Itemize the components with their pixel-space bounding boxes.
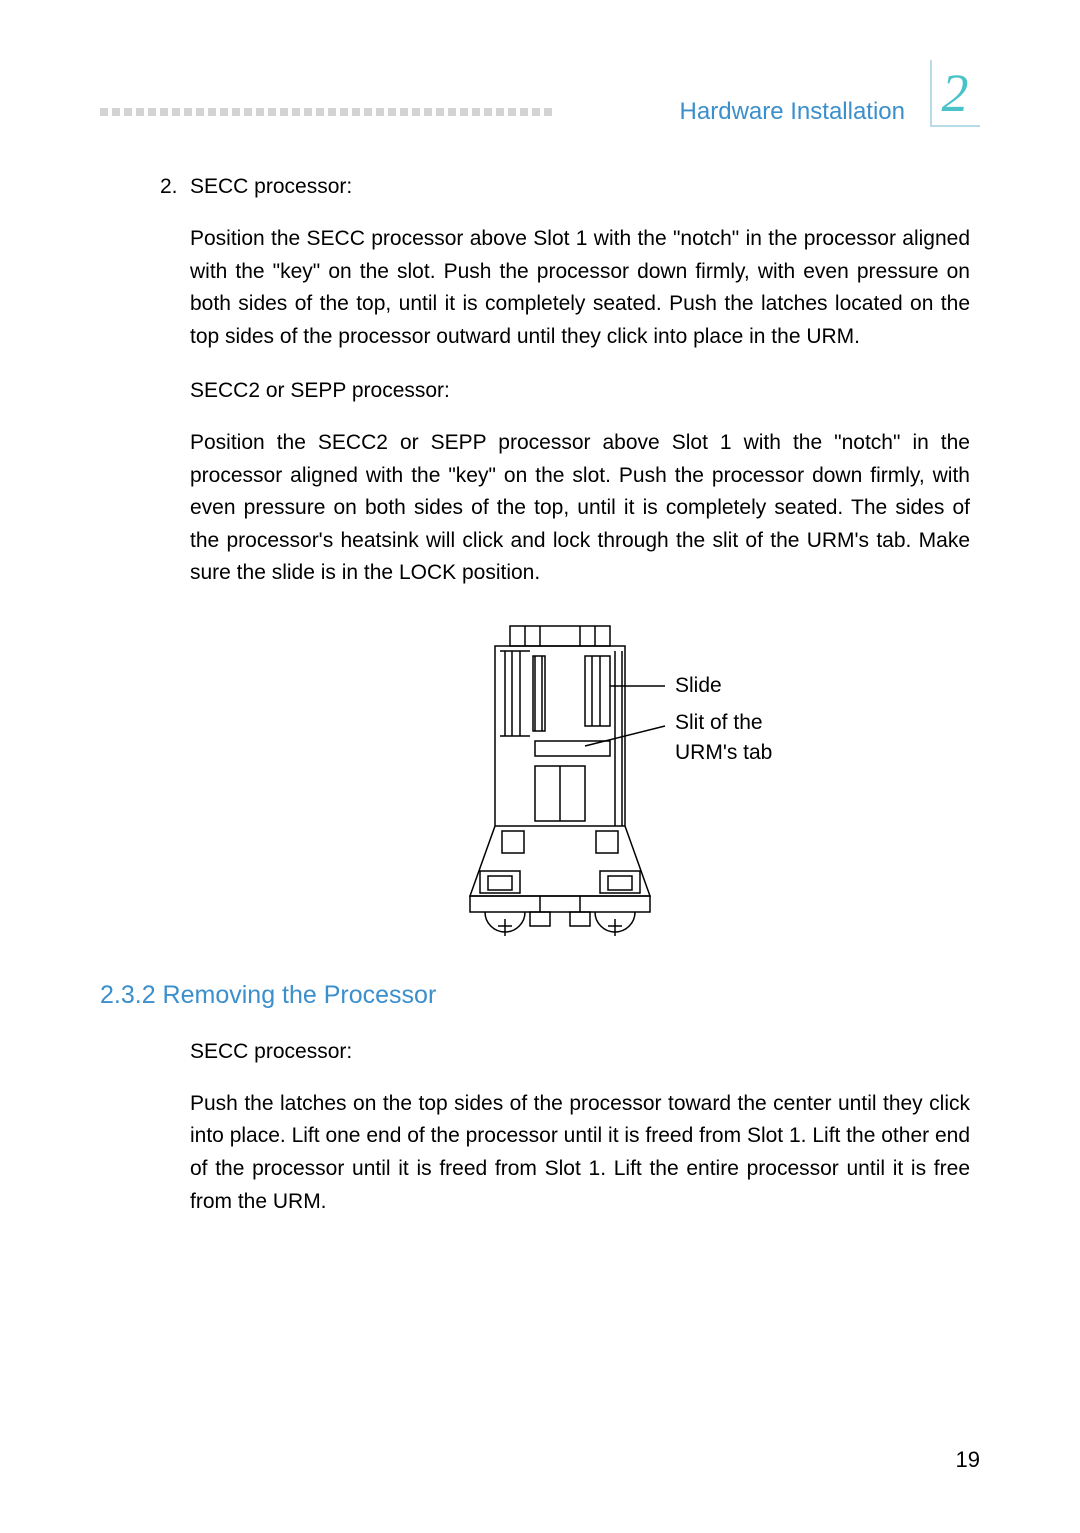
secc2-paragraph: Position the SECC2 or SEPP processor abo… bbox=[190, 427, 970, 590]
urm-diagram-svg bbox=[440, 616, 720, 946]
secc-paragraph: Position the SECC processor above Slot 1… bbox=[190, 223, 970, 353]
diagram-label-urm: URM's tab bbox=[675, 741, 772, 765]
header-dots bbox=[100, 80, 670, 116]
chapter-badge: 2 bbox=[930, 60, 980, 135]
diagram-label-slit: Slit of the bbox=[675, 711, 763, 735]
chapter-number: 2 bbox=[942, 66, 969, 130]
removal-secc-paragraph: Push the latches on the top sides of the… bbox=[190, 1088, 970, 1218]
secc2-label: SECC2 or SEPP processor: bbox=[190, 379, 970, 403]
secc-label: SECC processor: bbox=[190, 175, 970, 199]
processor-diagram: Slide Slit of the URM's tab bbox=[190, 616, 970, 951]
page-number: 19 bbox=[956, 1447, 980, 1473]
step-number: 2. bbox=[160, 175, 178, 199]
removal-secc-label: SECC processor: bbox=[190, 1040, 970, 1064]
step-2: 2. SECC processor: Position the SECC pro… bbox=[190, 175, 970, 590]
diagram-label-slide: Slide bbox=[675, 674, 722, 698]
header-title: Hardware Installation bbox=[680, 70, 905, 126]
page-header: Hardware Installation 2 bbox=[100, 60, 980, 135]
section-heading: 2.3.2 Removing the Processor bbox=[100, 981, 970, 1010]
